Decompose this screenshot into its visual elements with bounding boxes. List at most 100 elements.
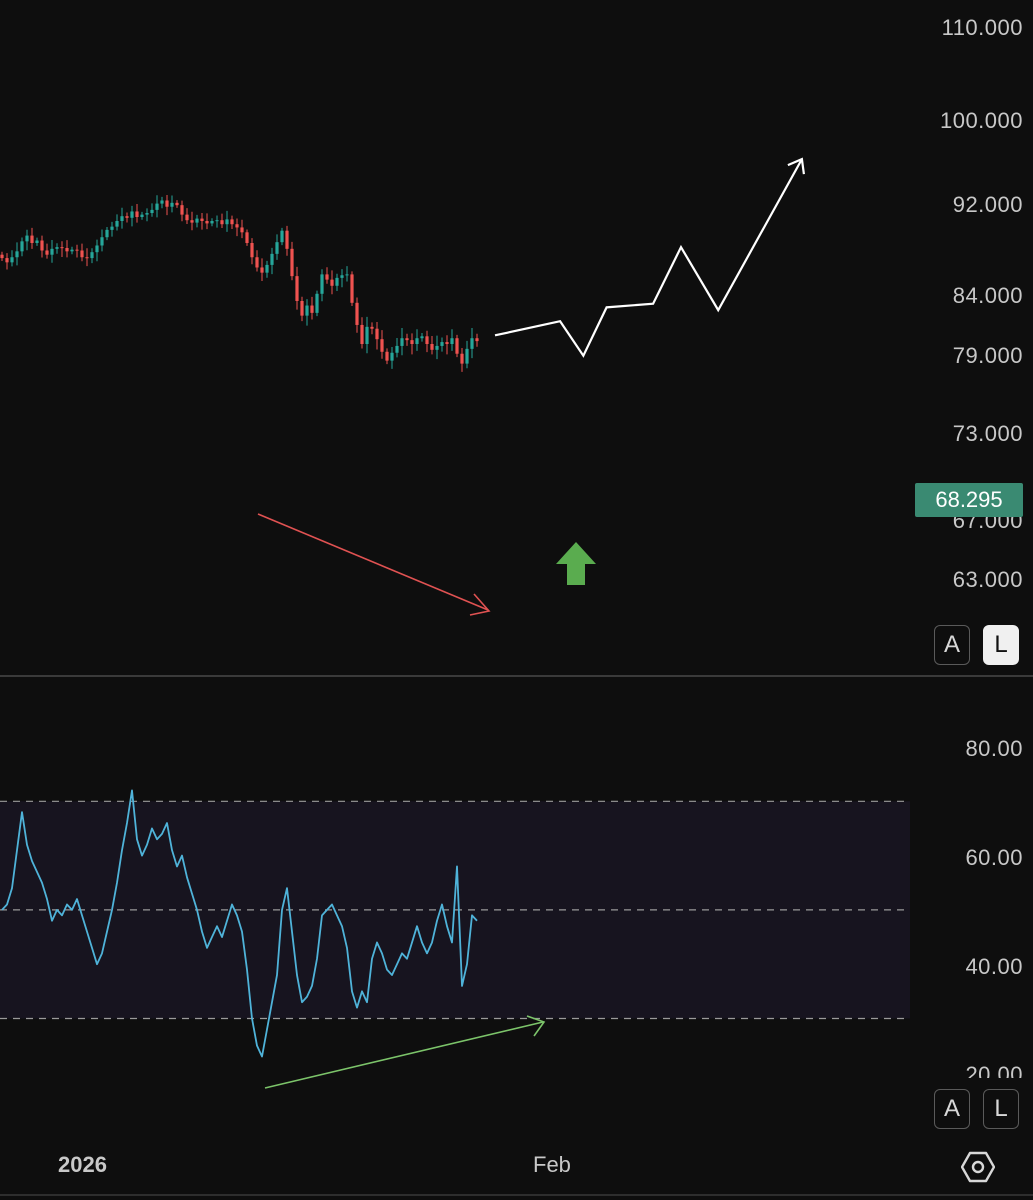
bottom-divider (0, 1194, 1033, 1196)
candle-body (50, 248, 54, 255)
pane-divider[interactable] (0, 675, 1033, 677)
candle-body (205, 221, 209, 224)
candle-body (160, 200, 164, 204)
candle-body (190, 220, 194, 223)
price-axis-label: 63.000 (952, 567, 1023, 592)
candle-body (405, 338, 409, 341)
bearish-trend-arrow (257, 513, 489, 611)
candle-body (325, 274, 329, 280)
candle-body (340, 275, 344, 278)
price-axis-label: 110.000 (941, 15, 1023, 40)
candle-body (210, 221, 214, 224)
rsi-axis-label: 20.00 (965, 1062, 1023, 1078)
candle-body (255, 257, 259, 268)
projection-path (494, 158, 803, 358)
candle-body (430, 343, 434, 350)
candle-body (150, 209, 154, 214)
candle-body (185, 214, 189, 221)
time-axis-label-2026: 2026 (58, 1152, 107, 1177)
candle-body (120, 216, 124, 222)
candle-body (290, 248, 294, 277)
candle-body (400, 338, 404, 346)
log-scale-button[interactable]: L (983, 625, 1019, 665)
candle-body (265, 264, 269, 273)
candle-body (275, 242, 279, 254)
candle-body (415, 338, 419, 344)
candle-body (130, 211, 134, 218)
candle-body (245, 232, 249, 243)
candle-body (225, 219, 229, 225)
candle-body (5, 258, 9, 263)
candle-body (90, 252, 94, 259)
candle-body (300, 300, 304, 316)
candle-body (105, 229, 109, 238)
candle-body (425, 336, 429, 344)
candle-body (395, 345, 399, 353)
rsi-axis-label: 60.00 (965, 845, 1023, 870)
candle-body (270, 253, 274, 265)
candle-body (220, 220, 224, 225)
candle-body (260, 267, 264, 273)
candle-body (435, 345, 439, 350)
rsi-log-scale-button[interactable]: L (983, 1089, 1019, 1129)
price-axis-label: 73.000 (952, 421, 1023, 446)
candle-body (175, 202, 179, 206)
rsi-axis-label: 40.00 (965, 954, 1023, 979)
bearish-arrow-head (469, 593, 491, 616)
candle-body (410, 340, 414, 344)
candle-body (95, 245, 99, 253)
candle-body (180, 205, 184, 215)
green-up-arrow-icon (556, 542, 596, 585)
candle-body (135, 211, 139, 218)
candle-body (30, 235, 34, 243)
candle-body (15, 251, 19, 258)
candle-body (330, 279, 334, 286)
price-axis-label: 84.000 (952, 283, 1023, 308)
candle-body (115, 221, 119, 227)
candle-body (215, 220, 219, 222)
candle-body (350, 274, 354, 303)
price-axis-label: 92.000 (952, 192, 1023, 217)
candle-body (385, 351, 389, 361)
candle-body (365, 326, 369, 344)
price-candles (0, 195, 479, 372)
candle-body (65, 247, 69, 252)
candle-body (345, 274, 349, 276)
candle-body (20, 241, 24, 252)
current-price-badge: 68.295 (915, 483, 1023, 517)
projection-arrow-head (787, 157, 805, 175)
candle-body (75, 249, 79, 251)
candle-body (285, 230, 289, 249)
candle-body (315, 293, 319, 313)
bullish-arrow-head (526, 1015, 546, 1037)
rsi-indicator (0, 789, 910, 1089)
candle-body (390, 352, 394, 361)
price-annotations (257, 157, 805, 616)
rsi-auto-scale-button[interactable]: A (934, 1089, 970, 1129)
auto-scale-button[interactable]: A (934, 625, 970, 665)
candle-body (250, 242, 254, 258)
candle-body (80, 250, 84, 258)
candle-body (195, 218, 199, 223)
candle-body (335, 277, 339, 286)
candle-body (140, 214, 144, 218)
candle-body (355, 302, 359, 325)
candle-body (360, 324, 364, 344)
candle-body (295, 276, 299, 301)
candle-body (45, 250, 49, 255)
candle-body (240, 227, 244, 233)
candle-body (170, 202, 174, 207)
candle-body (230, 219, 234, 225)
candle-body (440, 342, 444, 346)
settings-hexagon-icon[interactable] (961, 1150, 995, 1184)
candle-body (380, 339, 384, 352)
candle-body (280, 230, 284, 243)
candle-body (460, 353, 464, 364)
candle-body (100, 237, 104, 246)
candle-body (320, 274, 324, 294)
candle-body (35, 240, 39, 243)
candle-body (85, 257, 89, 259)
candle-body (445, 342, 449, 344)
candle-body (155, 203, 159, 210)
